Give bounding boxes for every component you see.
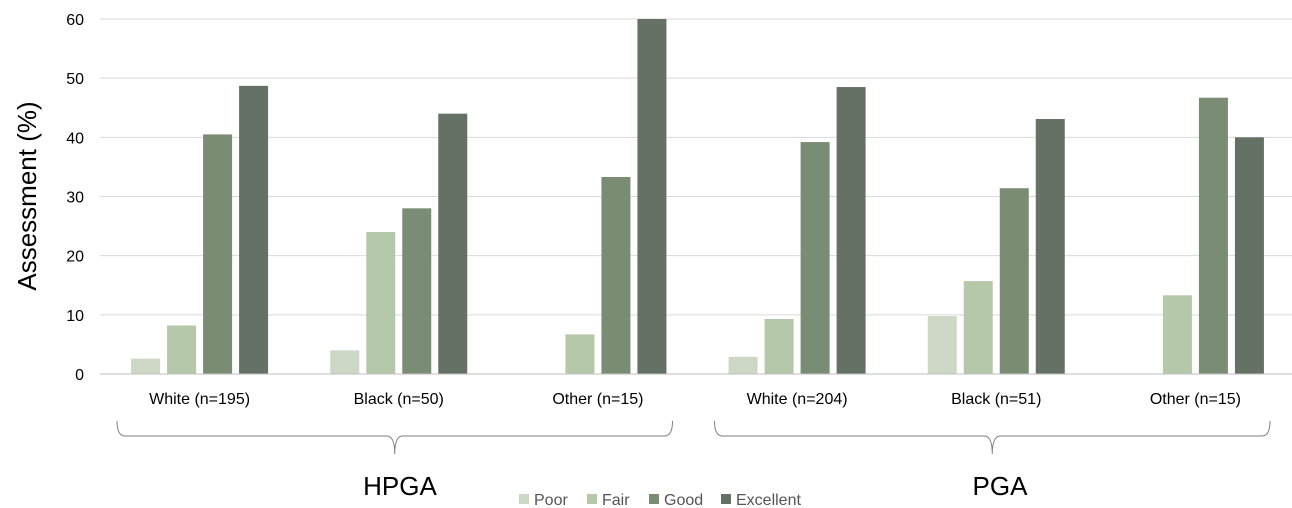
legend: Poor Fair Good Excellent — [519, 492, 801, 508]
bar-poor-2 — [330, 350, 360, 374]
bar-fair-5 — [963, 281, 993, 374]
legend-label-good: Good — [664, 492, 703, 508]
group-bracket — [116, 420, 674, 455]
bar-good-5 — [999, 188, 1029, 374]
y-tick-label: 10 — [66, 308, 84, 325]
group-label: PGA — [973, 471, 1029, 501]
category-label: Black (n=51) — [951, 391, 1041, 408]
category-labels: White (n=195) Black (n=50) Other (n=15) Whi… — [149, 391, 1241, 408]
bars — [131, 19, 1264, 375]
y-axis-label: Assessment (%) — [12, 101, 42, 290]
bar-good-3 — [601, 176, 631, 374]
bar-poor-1 — [131, 358, 161, 374]
group-brackets — [116, 420, 1271, 455]
bar-fair-3 — [565, 334, 595, 374]
legend-swatch-poor — [519, 494, 529, 504]
bar-excellent-1 — [239, 85, 269, 374]
y-tick-label: 20 — [66, 249, 84, 266]
group-label: HPGA — [363, 471, 437, 501]
bar-poor-4 — [728, 356, 758, 374]
bar-fair-4 — [764, 318, 794, 374]
bar-fair-6 — [1162, 295, 1192, 374]
bar-excellent-6 — [1234, 137, 1264, 374]
group-labels: HPGA PGA — [363, 471, 1028, 501]
legend-swatch-excellent — [721, 494, 731, 504]
y-tick-label: 30 — [66, 190, 84, 207]
gridlines — [100, 18, 1292, 316]
y-tick-label: 50 — [66, 71, 84, 88]
y-tick-label: 60 — [66, 12, 84, 29]
bar-excellent-3 — [637, 19, 667, 374]
bar-poor-5 — [927, 316, 957, 374]
bar-good-4 — [800, 142, 830, 374]
y-tick-label: 0 — [75, 367, 84, 384]
bar-good-2 — [402, 208, 432, 374]
legend-label-excellent: Excellent — [736, 492, 801, 508]
y-tick-label: 40 — [66, 130, 84, 147]
bar-good-6 — [1198, 97, 1228, 375]
category-label: White (n=195) — [149, 391, 250, 408]
group-bracket — [714, 420, 1271, 455]
category-label: Other (n=15) — [552, 391, 643, 408]
legend-swatch-good — [649, 494, 659, 504]
legend-swatch-fair — [587, 494, 597, 504]
legend-label-fair: Fair — [602, 492, 630, 508]
category-label: Other (n=15) — [1150, 391, 1241, 408]
category-label: White (n=204) — [747, 391, 848, 408]
y-axis-ticks: 0 10 20 30 40 50 60 — [66, 12, 84, 384]
bar-fair-1 — [167, 325, 197, 374]
category-label: Black (n=50) — [354, 391, 444, 408]
bar-excellent-2 — [438, 113, 468, 375]
bar-fair-2 — [366, 232, 396, 374]
bar-excellent-5 — [1035, 118, 1065, 374]
bar-good-1 — [203, 134, 233, 374]
legend-label-poor: Poor — [534, 492, 568, 508]
bar-excellent-4 — [836, 87, 866, 375]
